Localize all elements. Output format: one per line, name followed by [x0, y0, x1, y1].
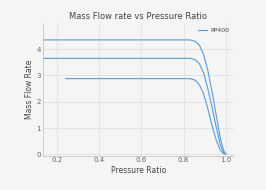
X-axis label: Pressure Ratio: Pressure Ratio — [111, 166, 166, 175]
Legend: PP400: PP400 — [196, 26, 231, 35]
Y-axis label: Mass Flow Rate: Mass Flow Rate — [25, 60, 34, 119]
Title: Mass Flow rate vs Pressure Ratio: Mass Flow rate vs Pressure Ratio — [69, 12, 207, 21]
